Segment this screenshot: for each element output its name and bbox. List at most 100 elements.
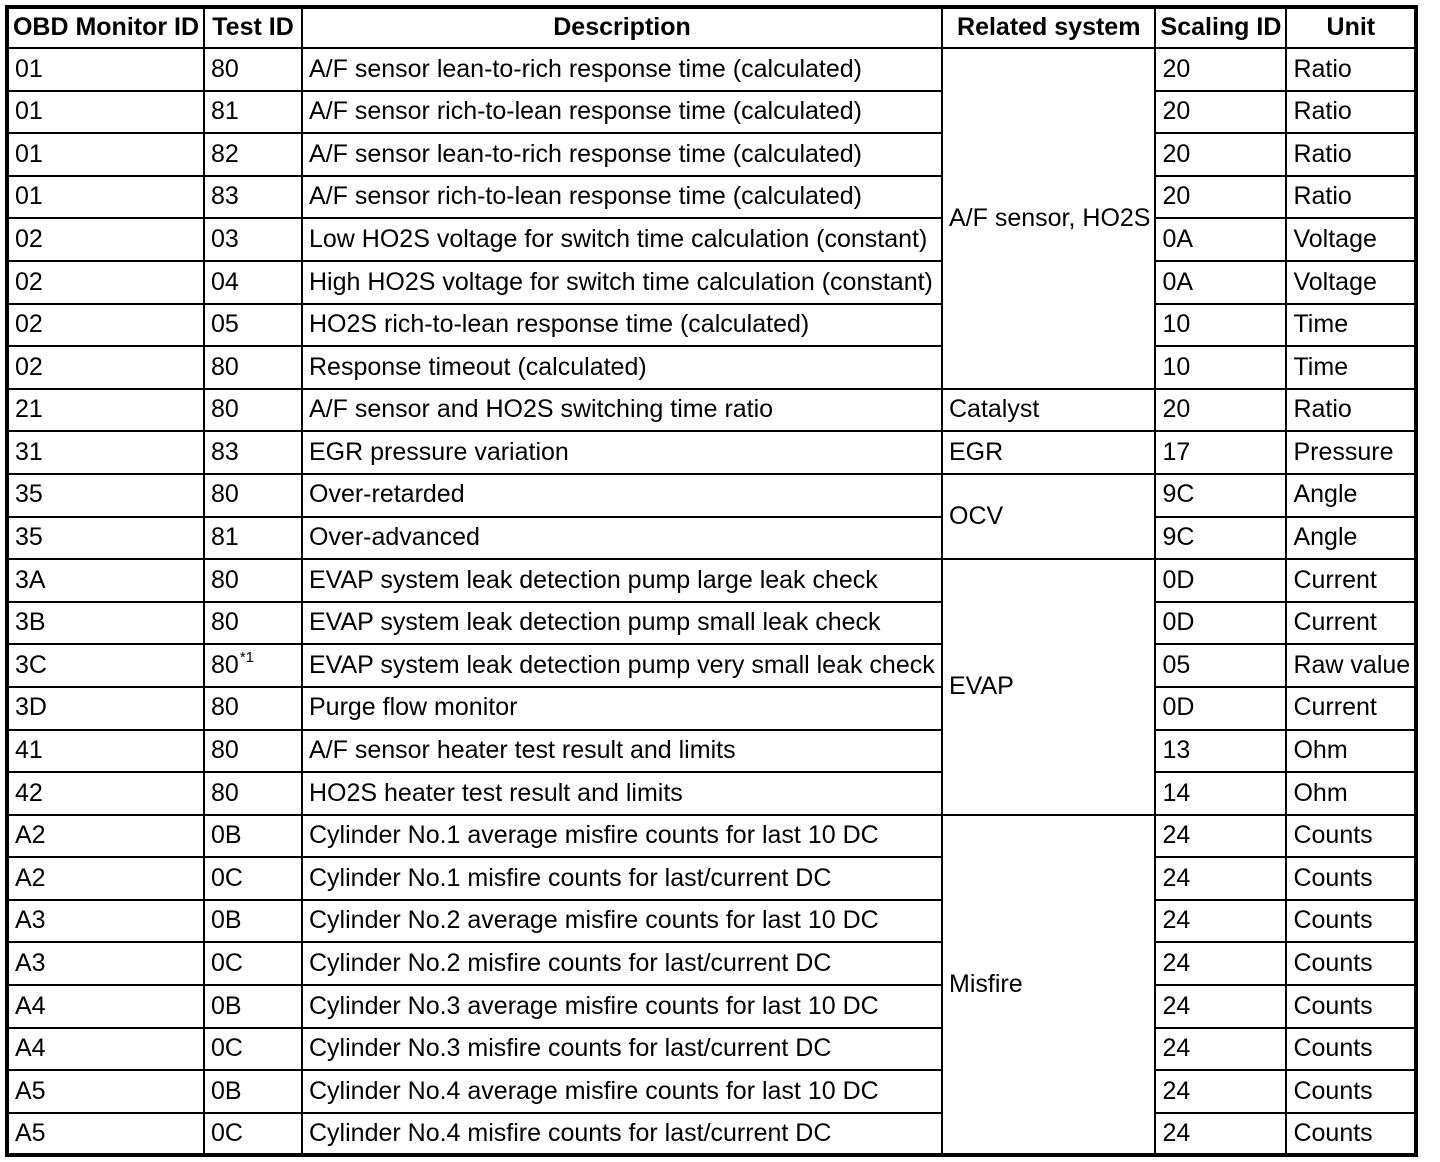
test-id-value: 80 bbox=[211, 395, 239, 424]
description-cell: EVAP system leak detection pump small le… bbox=[301, 600, 943, 646]
monitor-id-cell: A2 bbox=[6, 813, 205, 859]
related-system-cell: OCV bbox=[940, 472, 1157, 561]
description-cell: A/F sensor rich-to-lean response time (c… bbox=[301, 89, 943, 135]
scaling-id-cell: 24 bbox=[1154, 813, 1288, 859]
column-header-test-id: Test ID bbox=[203, 6, 303, 49]
monitor-id-cell: 35 bbox=[6, 515, 205, 561]
scaling-id-cell: 24 bbox=[1154, 984, 1288, 1029]
table-row: 02 80 Response timeout (calculated) 10 Time bbox=[6, 345, 1418, 390]
scaling-id-cell: 0A bbox=[1154, 217, 1288, 262]
scaling-id-cell: 20 bbox=[1154, 387, 1288, 433]
table-header: OBD Monitor ID Test ID Description Relat… bbox=[6, 6, 1418, 49]
table-row: A3 0C Cylinder No.2 misfire counts for las… bbox=[6, 941, 1418, 987]
test-id-cell: 80 bbox=[203, 728, 303, 774]
description-cell: Over-advanced bbox=[301, 515, 943, 561]
test-id-value: 0B bbox=[211, 906, 242, 935]
description-cell: Cylinder No.3 misfire counts for last/cu… bbox=[301, 1026, 943, 1072]
test-id-cell: 05 bbox=[203, 302, 303, 348]
scaling-id-cell: 20 bbox=[1154, 89, 1288, 135]
scaling-id-cell: 17 bbox=[1154, 430, 1288, 475]
test-id-value: 80 bbox=[211, 480, 239, 509]
test-id-cell: 83 bbox=[203, 430, 303, 475]
table-row: 31 83 EGR pressure variation EGR 17 Pressure bbox=[6, 430, 1418, 475]
scaling-id-cell: 13 bbox=[1154, 728, 1288, 774]
test-id-value: 81 bbox=[211, 97, 239, 126]
monitor-id-cell: 01 bbox=[6, 132, 205, 177]
scaling-id-cell: 20 bbox=[1154, 47, 1288, 92]
test-id-cell: 0C bbox=[203, 941, 303, 987]
description-cell: High HO2S voltage for switch time calcul… bbox=[301, 259, 943, 305]
unit-cell: Counts bbox=[1285, 1111, 1418, 1157]
table-row: 02 05 HO2S rich-to-lean response time (cal… bbox=[6, 302, 1418, 348]
scaling-id-cell: 0D bbox=[1154, 558, 1288, 603]
table-row: 21 80 A/F sensor and HO2S switching time r… bbox=[6, 387, 1418, 433]
test-id-cell: 0C bbox=[203, 1111, 303, 1157]
table-row: A4 0C Cylinder No.3 misfire counts for las… bbox=[6, 1026, 1418, 1072]
obd-monitor-table: OBD Monitor ID Test ID Description Relat… bbox=[5, 5, 1419, 1158]
monitor-id-cell: 3C bbox=[6, 643, 205, 688]
description-cell: Cylinder No.4 misfire counts for last/cu… bbox=[301, 1111, 943, 1157]
table-row: 35 80 Over-retarded OCV 9C Angle bbox=[6, 472, 1418, 561]
test-id-value: 0C bbox=[211, 949, 243, 978]
monitor-id-cell: 02 bbox=[6, 302, 205, 348]
scaling-id-cell: 10 bbox=[1154, 302, 1288, 348]
table-row: 02 03 Low HO2S voltage for switch time cal… bbox=[6, 217, 1418, 262]
test-id-cell: 83 bbox=[203, 174, 303, 220]
scaling-id-cell: 24 bbox=[1154, 1111, 1288, 1157]
table-row: A2 0B Cylinder No.1 average misfire counts… bbox=[6, 813, 1418, 1157]
description-cell: Cylinder No.2 average misfire counts for… bbox=[301, 898, 943, 944]
test-id-value: 03 bbox=[211, 224, 239, 253]
monitor-id-cell: A5 bbox=[6, 1069, 205, 1114]
unit-cell: Ohm bbox=[1285, 771, 1418, 816]
description-cell: A/F sensor and HO2S switching time ratio bbox=[301, 387, 943, 433]
table-body: 01 80 A/F sensor lean-to-rich response tim… bbox=[6, 47, 1418, 1157]
scaling-id-cell: 9C bbox=[1154, 515, 1288, 561]
description-cell: Cylinder No.1 average misfire counts for… bbox=[301, 813, 943, 859]
test-id-value: 80 bbox=[211, 736, 239, 765]
header-row: OBD Monitor ID Test ID Description Relat… bbox=[6, 6, 1418, 49]
monitor-id-cell: A3 bbox=[6, 941, 205, 987]
column-header-unit: Unit bbox=[1285, 6, 1418, 49]
test-id-value: 0B bbox=[211, 821, 242, 850]
description-cell: EGR pressure variation bbox=[301, 430, 943, 475]
test-id-cell: 80 bbox=[203, 685, 303, 731]
test-id-cell: 80 bbox=[203, 345, 303, 390]
unit-cell: Current bbox=[1285, 685, 1418, 731]
unit-cell: Counts bbox=[1285, 898, 1418, 944]
test-id-cell: 80 bbox=[203, 47, 303, 92]
monitor-id-cell: A4 bbox=[6, 1026, 205, 1072]
unit-cell: Counts bbox=[1285, 984, 1418, 1029]
test-id-cell: 0B bbox=[203, 984, 303, 1029]
test-id-value: 82 bbox=[211, 139, 239, 168]
column-header-description: Description bbox=[301, 6, 943, 49]
test-id-value: 0B bbox=[211, 1076, 242, 1105]
unit-cell: Angle bbox=[1285, 472, 1418, 518]
test-id-cell: 80 bbox=[203, 387, 303, 433]
table-row: 01 83 A/F sensor rich-to-lean response tim… bbox=[6, 174, 1418, 220]
test-id-value: 80 bbox=[211, 693, 239, 722]
unit-cell: Voltage bbox=[1285, 259, 1418, 305]
test-id-cell: 80 bbox=[203, 472, 303, 518]
monitor-id-cell: 02 bbox=[6, 259, 205, 305]
table-row: 3D 80 Purge flow monitor 0D Current bbox=[6, 685, 1418, 731]
scaling-id-cell: 0A bbox=[1154, 259, 1288, 305]
footnote-marker: *1 bbox=[239, 648, 254, 666]
monitor-id-cell: 41 bbox=[6, 728, 205, 774]
monitor-id-cell: 01 bbox=[6, 89, 205, 135]
test-id-value: 0C bbox=[211, 1034, 243, 1063]
test-id-cell: 04 bbox=[203, 259, 303, 305]
monitor-id-cell: A4 bbox=[6, 984, 205, 1029]
unit-cell: Ohm bbox=[1285, 728, 1418, 774]
scaling-id-cell: 24 bbox=[1154, 1069, 1288, 1114]
scaling-id-cell: 24 bbox=[1154, 1026, 1288, 1072]
description-cell: Cylinder No.3 average misfire counts for… bbox=[301, 984, 943, 1029]
unit-cell: Ratio bbox=[1285, 174, 1418, 220]
scaling-id-cell: 14 bbox=[1154, 771, 1288, 816]
table-row: 01 81 A/F sensor rich-to-lean response tim… bbox=[6, 89, 1418, 135]
related-system-cell: EGR bbox=[940, 430, 1157, 475]
unit-cell: Current bbox=[1285, 600, 1418, 646]
description-cell: A/F sensor lean-to-rich response time (c… bbox=[301, 132, 943, 177]
test-id-cell: 0C bbox=[203, 856, 303, 901]
table-row: 35 81 Over-advanced 9C Angle bbox=[6, 515, 1418, 561]
unit-cell: Ratio bbox=[1285, 47, 1418, 92]
